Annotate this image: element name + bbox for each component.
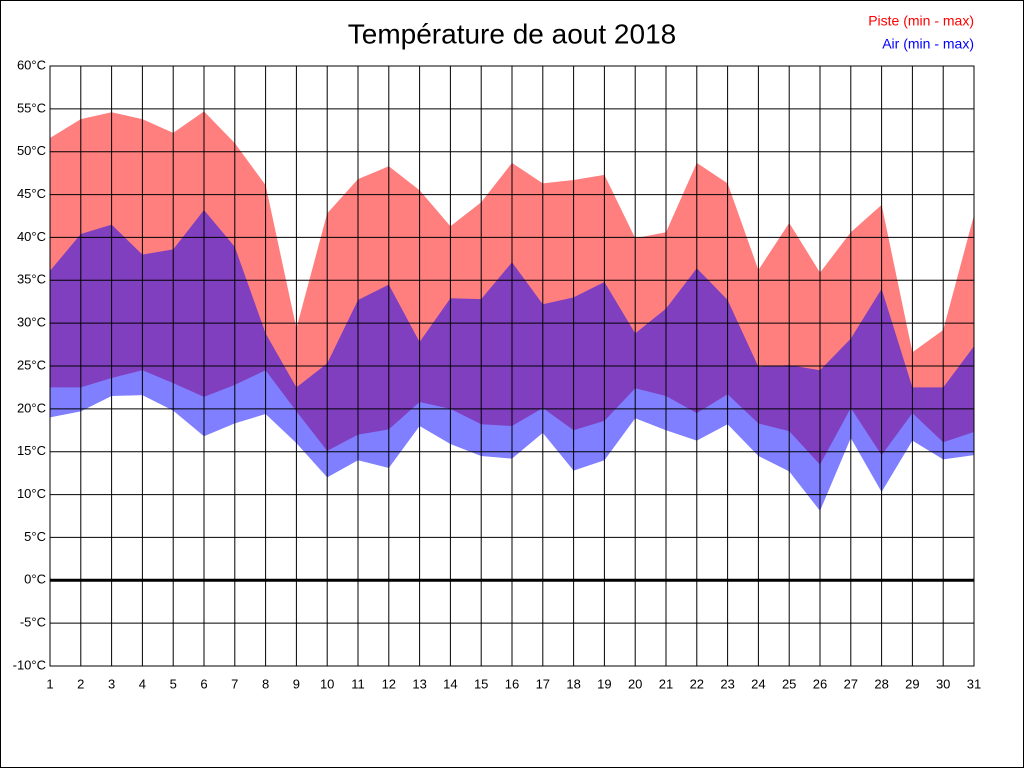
y-tick-label: -10°C [13,657,46,672]
x-tick-label: 18 [566,676,580,691]
x-tick-label: 29 [905,676,919,691]
x-tick-label: 28 [874,676,888,691]
y-tick-label: 35°C [17,272,46,287]
x-tick-label: 7 [231,676,238,691]
x-tick-label: 10 [320,676,334,691]
x-tick-label: 25 [782,676,796,691]
y-tick-label: 40°C [17,229,46,244]
x-tick-label: 19 [597,676,611,691]
y-tick-label: -5°C [20,615,46,630]
x-tick-label: 8 [262,676,269,691]
x-tick-label: 30 [936,676,950,691]
x-tick-label: 26 [813,676,827,691]
x-tick-label: 27 [844,676,858,691]
x-tick-label: 21 [659,676,673,691]
x-tick-label: 31 [967,676,981,691]
x-tick-label: 1 [46,676,53,691]
y-tick-label: 5°C [24,529,46,544]
chart-title: Température de aout 2018 [348,18,676,49]
x-tick-label: 3 [108,676,115,691]
x-tick-label: 24 [751,676,765,691]
x-tick-label: 14 [443,676,457,691]
plot-border [49,65,975,667]
y-tick-label: 20°C [17,400,46,415]
y-tick-label: 45°C [17,186,46,201]
legend-label: Piste (min - max) [868,13,974,29]
y-tick-label: 60°C [17,57,46,72]
x-tick-label: 6 [200,676,207,691]
x-tick-label: 4 [139,676,146,691]
x-tick-label: 20 [628,676,642,691]
x-tick-label: 9 [293,676,300,691]
y-tick-label: 10°C [17,486,46,501]
y-tick-label: 0°C [24,572,46,587]
y-tick-label: 15°C [17,443,46,458]
x-tick-label: 17 [536,676,550,691]
x-tick-label: 15 [474,676,488,691]
legend-label: Air (min - max) [882,36,974,52]
x-tick-label: 5 [170,676,177,691]
x-tick-label: 13 [412,676,426,691]
x-tick-label: 16 [505,676,519,691]
y-tick-label: 25°C [17,357,46,372]
y-tick-label: 55°C [17,100,46,115]
x-tick-label: 23 [720,676,734,691]
x-tick-label: 2 [77,676,84,691]
y-tick-label: 50°C [17,143,46,158]
x-tick-label: 22 [690,676,704,691]
x-tick-label: 11 [351,676,365,691]
y-tick-label: 30°C [17,315,46,330]
x-tick-label: 12 [382,676,396,691]
